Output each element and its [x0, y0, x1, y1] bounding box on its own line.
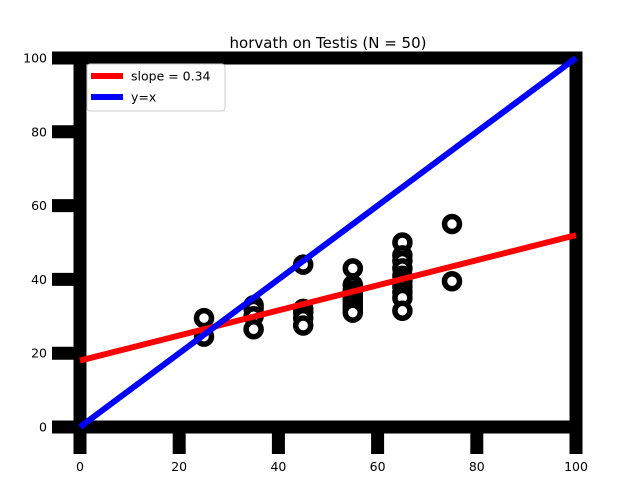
- series-line-1: [78, 55, 578, 430]
- x-tick-label-0: 0: [76, 459, 84, 474]
- scatter-point: [292, 315, 314, 336]
- scatter-point: [193, 307, 215, 329]
- chart-title: horvath on Testis (N = 50): [230, 34, 427, 52]
- legend: slope = 0.34 y=x: [86, 63, 226, 112]
- scatter-point: [441, 270, 463, 292]
- legend-label-0: slope = 0.34: [131, 69, 211, 84]
- x-tick-label-80: 80: [469, 459, 485, 474]
- plot-area: 0 20 40 60 80 100 0 20 40 60 80 100: [23, 51, 588, 475]
- plot-frame: [73, 51, 583, 434]
- x-tick-label-60: 60: [370, 459, 386, 474]
- series-line-0: [79, 232, 577, 364]
- y-tick-label-60: 60: [31, 198, 47, 213]
- y-tick-label-80: 80: [31, 124, 47, 139]
- scatter-point: [342, 258, 364, 279]
- legend-label-1: y=x: [131, 90, 156, 105]
- y-tick-label-40: 40: [31, 272, 47, 287]
- x-tick-label-100: 100: [564, 459, 588, 474]
- scatter-point: [243, 318, 264, 340]
- scatter-point: [342, 302, 364, 323]
- x-tick-label-40: 40: [270, 459, 286, 474]
- scatter-point: [392, 300, 413, 322]
- y-tick-label-100: 100: [23, 51, 47, 66]
- x-tick-label-20: 20: [171, 459, 187, 474]
- y-tick-label-0: 0: [39, 420, 47, 435]
- y-tick-label-20: 20: [31, 346, 47, 361]
- scatter-point: [441, 213, 463, 235]
